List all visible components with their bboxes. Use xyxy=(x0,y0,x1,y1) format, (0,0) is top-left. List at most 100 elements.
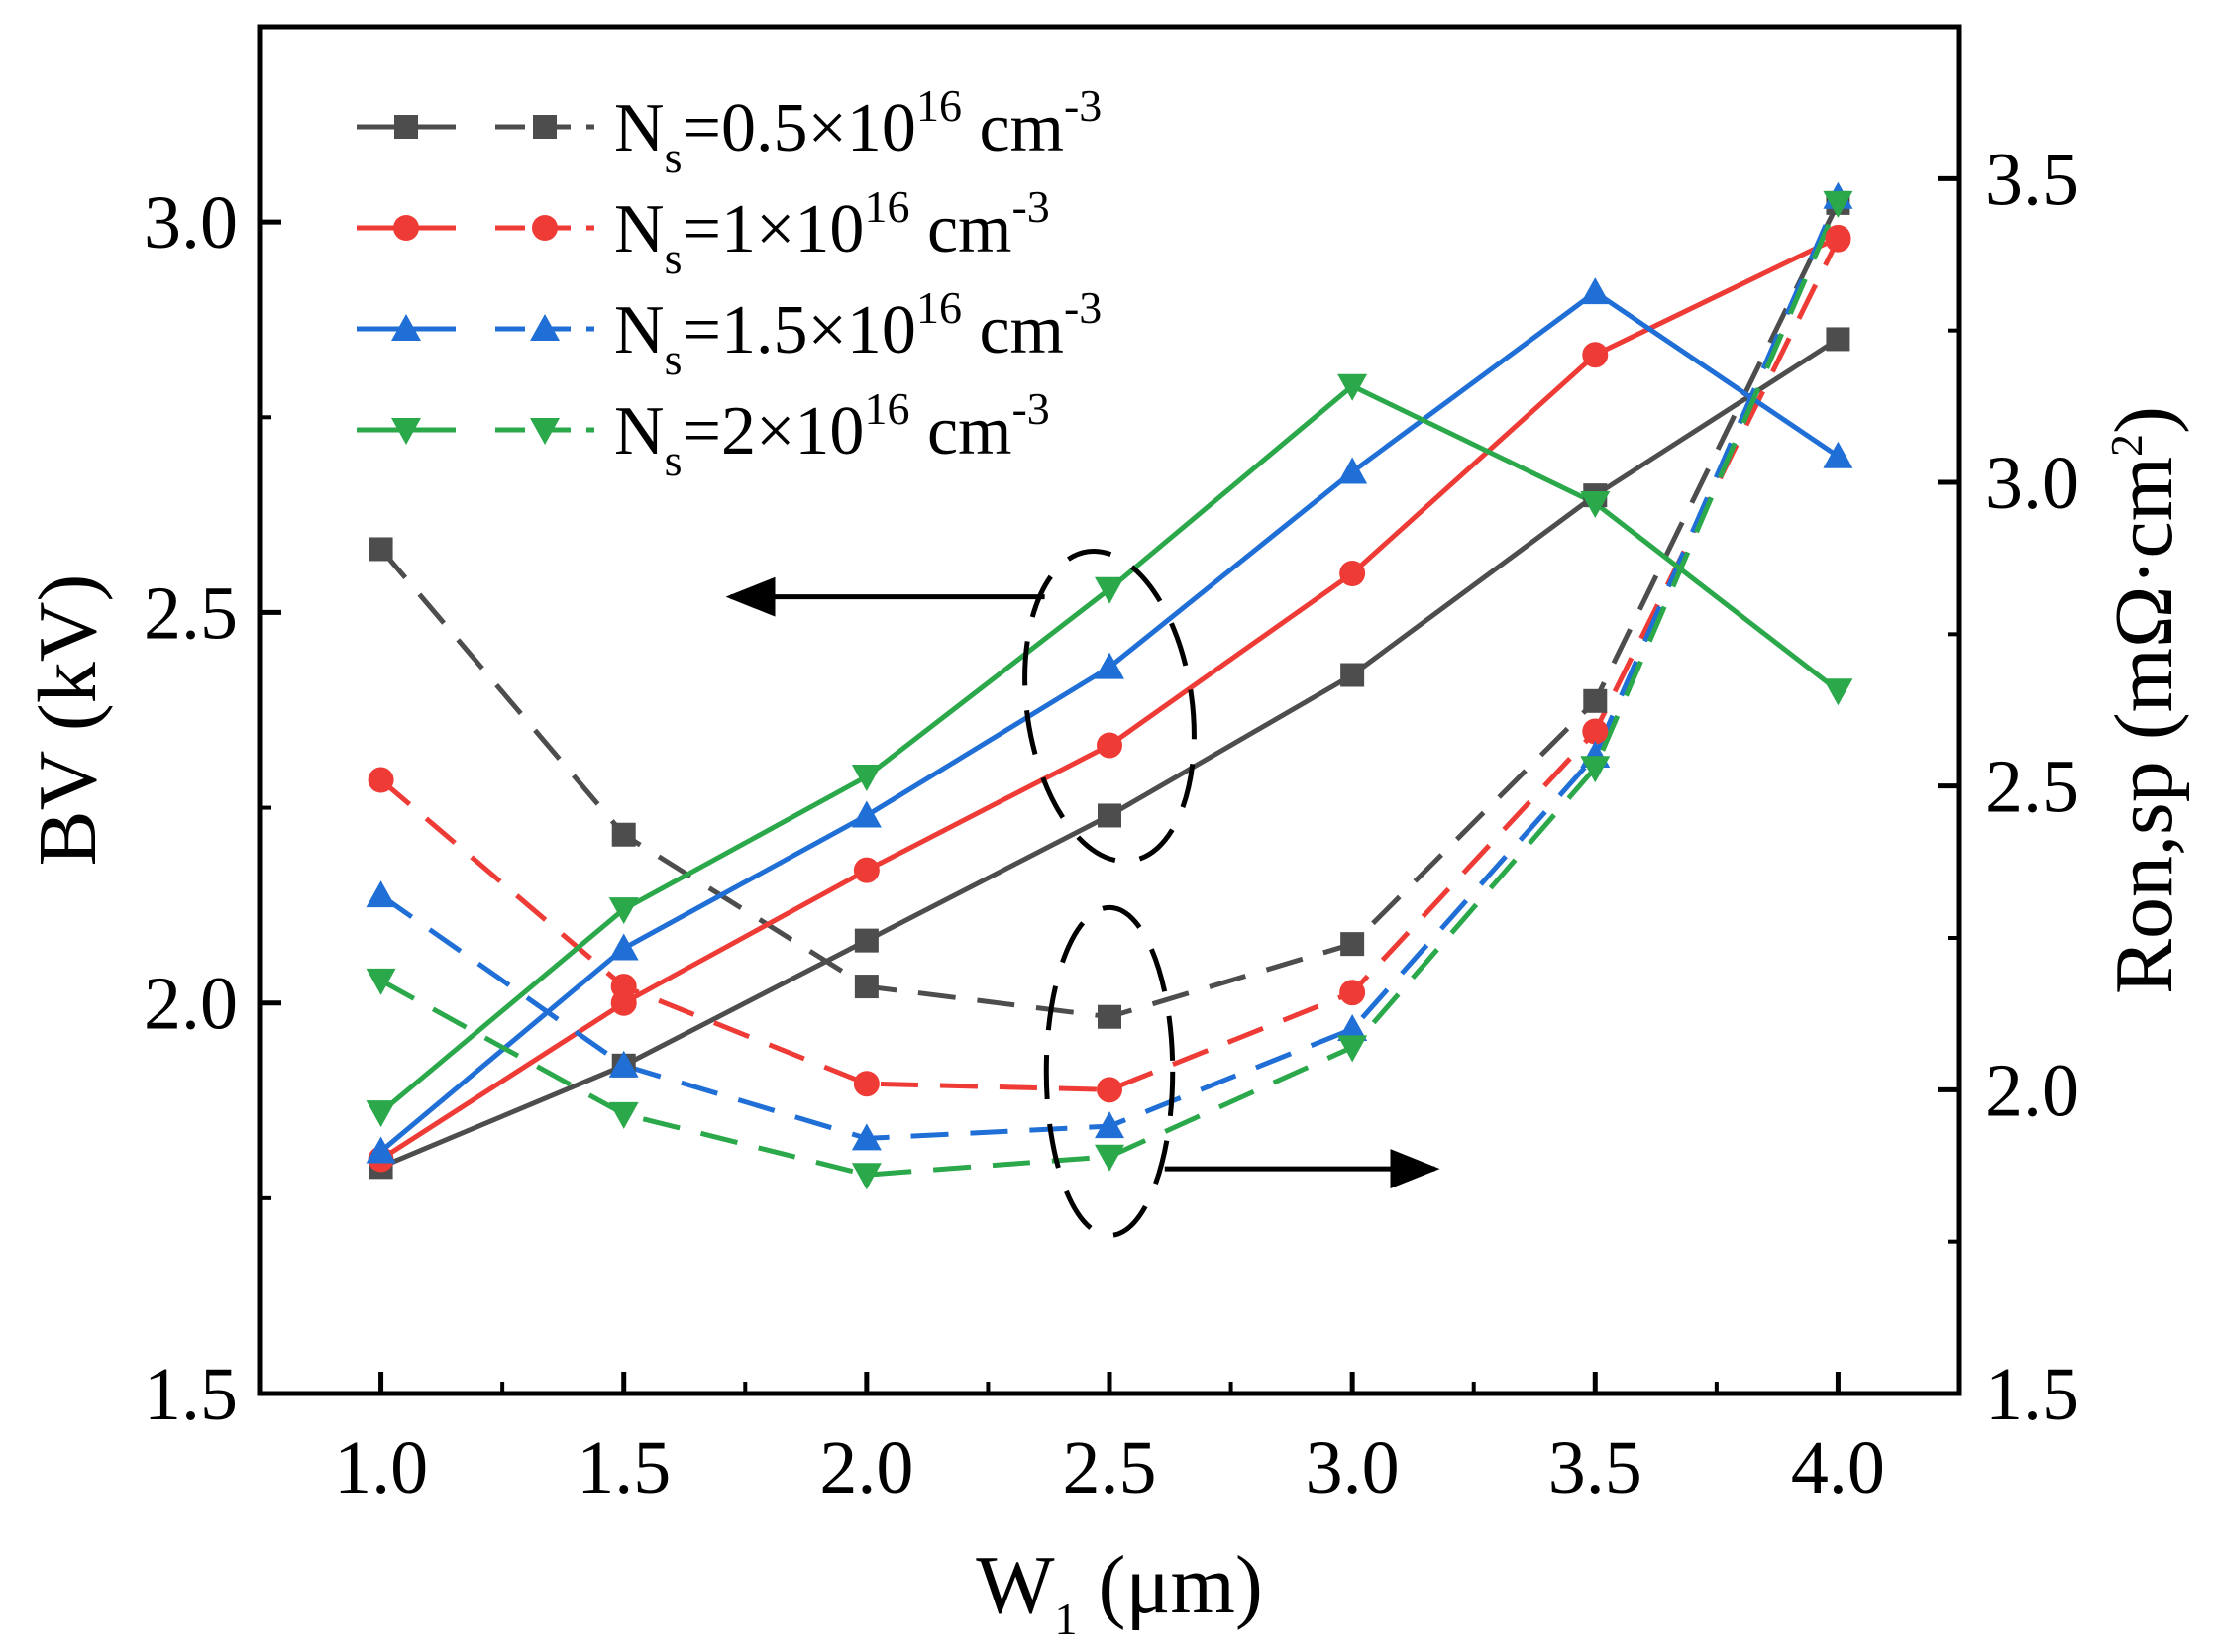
y-right-axis-title-part: 2 xyxy=(2101,434,2152,457)
legend-label: Ns=2×1016 cm-3 xyxy=(614,383,1050,485)
series-3-bv-point xyxy=(1337,457,1368,484)
series-2-ron-point xyxy=(1339,980,1366,1006)
series-3-ron-point xyxy=(851,1123,882,1151)
y-left-tick-label: 1.5 xyxy=(144,1353,238,1436)
legend-label-part: s xyxy=(665,334,683,384)
legend-label-part: -3 xyxy=(1064,80,1102,131)
y-right-tick-label: 2.5 xyxy=(1985,746,2079,829)
legend-label-part: 16 xyxy=(916,80,962,131)
legend-dashed-marker xyxy=(530,314,560,341)
series-3-ron-point xyxy=(1337,1014,1368,1041)
x-tick-label: 2.0 xyxy=(819,1426,913,1509)
series-1-ron-point xyxy=(1098,1004,1121,1029)
series-3-ron-point xyxy=(366,880,396,908)
x-axis-title: W1 (μm) xyxy=(976,1539,1263,1644)
y-left-tick-label: 3.0 xyxy=(144,181,238,264)
legend-dashed-marker xyxy=(532,215,558,241)
legend-label-part: s xyxy=(665,233,683,283)
legend-solid-marker xyxy=(391,418,421,445)
x-tick-label: 4.0 xyxy=(1791,1426,1885,1509)
legend-item-4: Ns=2×1016 cm-3 xyxy=(357,383,1050,485)
bv-group-ellipse xyxy=(1022,548,1197,865)
series-1-ron-point xyxy=(1340,932,1365,957)
series-4-bv-point xyxy=(1337,373,1368,401)
y-left-tick-label: 2.5 xyxy=(144,571,238,655)
series-1-bv-point xyxy=(854,928,879,953)
plot-frame xyxy=(257,24,1962,1396)
series-3-bv-point xyxy=(1823,441,1853,468)
series-2-bv-point xyxy=(610,989,637,1016)
legend-dashed-marker xyxy=(533,115,557,139)
ron-group-ellipse xyxy=(1043,904,1176,1239)
legend-label-part: =0.5×10 xyxy=(682,90,915,166)
y-right-tick-label: 2.0 xyxy=(1985,1049,2079,1132)
series-4-ron-point xyxy=(1823,190,1853,218)
legend-label-part: N xyxy=(614,393,665,469)
series-4-ron-point xyxy=(1095,1144,1124,1172)
series-3-bv-point xyxy=(1580,277,1611,305)
y-right-axis-title: Ron,sp (mΩ·cm2) xyxy=(2098,406,2190,994)
x-axis-title-part: W xyxy=(976,1539,1055,1631)
legend-label-part: cm xyxy=(909,393,1011,469)
legend-dashed-marker xyxy=(530,418,560,445)
legend-item-3: Ns=1.5×1016 cm-3 xyxy=(357,282,1102,384)
series-3-bv-point xyxy=(851,800,882,828)
legend-label-part: cm xyxy=(962,292,1064,368)
series-4-bv-point xyxy=(608,897,639,925)
series-2-ron-point xyxy=(1582,718,1609,745)
legend-label-part: =1.5×10 xyxy=(682,292,915,368)
series-4-bv-point xyxy=(851,765,882,792)
series-2-ron-point xyxy=(1097,1077,1122,1103)
legend-label-part: s xyxy=(665,435,683,485)
series-3-bv-point xyxy=(366,1136,396,1164)
series-1-bv-point xyxy=(1340,663,1365,687)
legend-label-part: -3 xyxy=(1011,383,1049,434)
legend-item-2: Ns=1×1016 cm-3 xyxy=(357,181,1050,283)
axis-titles-layer: W1 (μm) BV (kV) Ron,sp (mΩ·cm2) xyxy=(22,406,2190,1644)
series-2-bv-point xyxy=(1582,342,1609,368)
series-2-ron-point xyxy=(368,767,394,793)
legend-label: Ns=0.5×1016 cm-3 xyxy=(614,80,1102,182)
series-4-bv-point xyxy=(366,1100,396,1128)
legend-label-part: cm xyxy=(962,90,1064,166)
series-2-ron-point xyxy=(853,1071,880,1097)
series-4-bv-point xyxy=(1580,491,1611,519)
legend-label-part: N xyxy=(614,292,665,368)
series-markers-layer xyxy=(366,181,1853,1190)
legend-label-part: 16 xyxy=(916,282,962,333)
series-1-ron-point xyxy=(854,975,879,999)
x-tick-label: 1.0 xyxy=(334,1426,428,1509)
series-1-bv-point xyxy=(1826,327,1850,352)
legend-label-part: =1×10 xyxy=(682,191,864,267)
legend-solid-marker xyxy=(394,115,418,139)
series-1-bv-point xyxy=(1098,803,1121,828)
x-tick-label: 1.5 xyxy=(577,1426,671,1509)
legend-label-part: 16 xyxy=(864,383,909,434)
series-1-ron-point xyxy=(369,537,393,562)
x-axis-title-part: 1 xyxy=(1054,1594,1077,1644)
series-2-bv-point xyxy=(853,857,880,883)
series-3-bv-point xyxy=(608,933,639,961)
y-right-axis-title-part: ) xyxy=(2098,406,2190,434)
series-3-bv-point xyxy=(1095,652,1124,679)
series-4-ron-point xyxy=(366,968,396,995)
legend-item-1: Ns=0.5×1016 cm-3 xyxy=(357,80,1102,182)
series-1-ron-point xyxy=(1583,688,1608,713)
y-right-tick-label: 3.0 xyxy=(1985,442,2079,525)
legend-label-part: N xyxy=(614,191,665,267)
series-4-ron-line xyxy=(379,201,1841,1178)
y-left-axis-title: BV (kV) xyxy=(22,574,114,867)
legend: Ns=0.5×1016 cm-3Ns=1×1016 cm-3Ns=1.5×101… xyxy=(357,80,1102,485)
x-tick-label: 3.5 xyxy=(1548,1426,1642,1509)
legend-solid-marker xyxy=(393,215,419,241)
annotation-layer xyxy=(725,548,1440,1239)
legend-label-part: =2×10 xyxy=(682,393,864,469)
legend-label: Ns=1.5×1016 cm-3 xyxy=(614,282,1102,384)
series-3-ron-point xyxy=(1095,1111,1124,1139)
series-4-bv-point xyxy=(1095,576,1124,604)
legend-label: Ns=1×1016 cm-3 xyxy=(614,181,1050,283)
series-2-bv-point xyxy=(1339,561,1366,586)
y-right-tick-label: 1.5 xyxy=(1985,1353,2079,1436)
series-4-ron-point xyxy=(1337,1035,1368,1063)
